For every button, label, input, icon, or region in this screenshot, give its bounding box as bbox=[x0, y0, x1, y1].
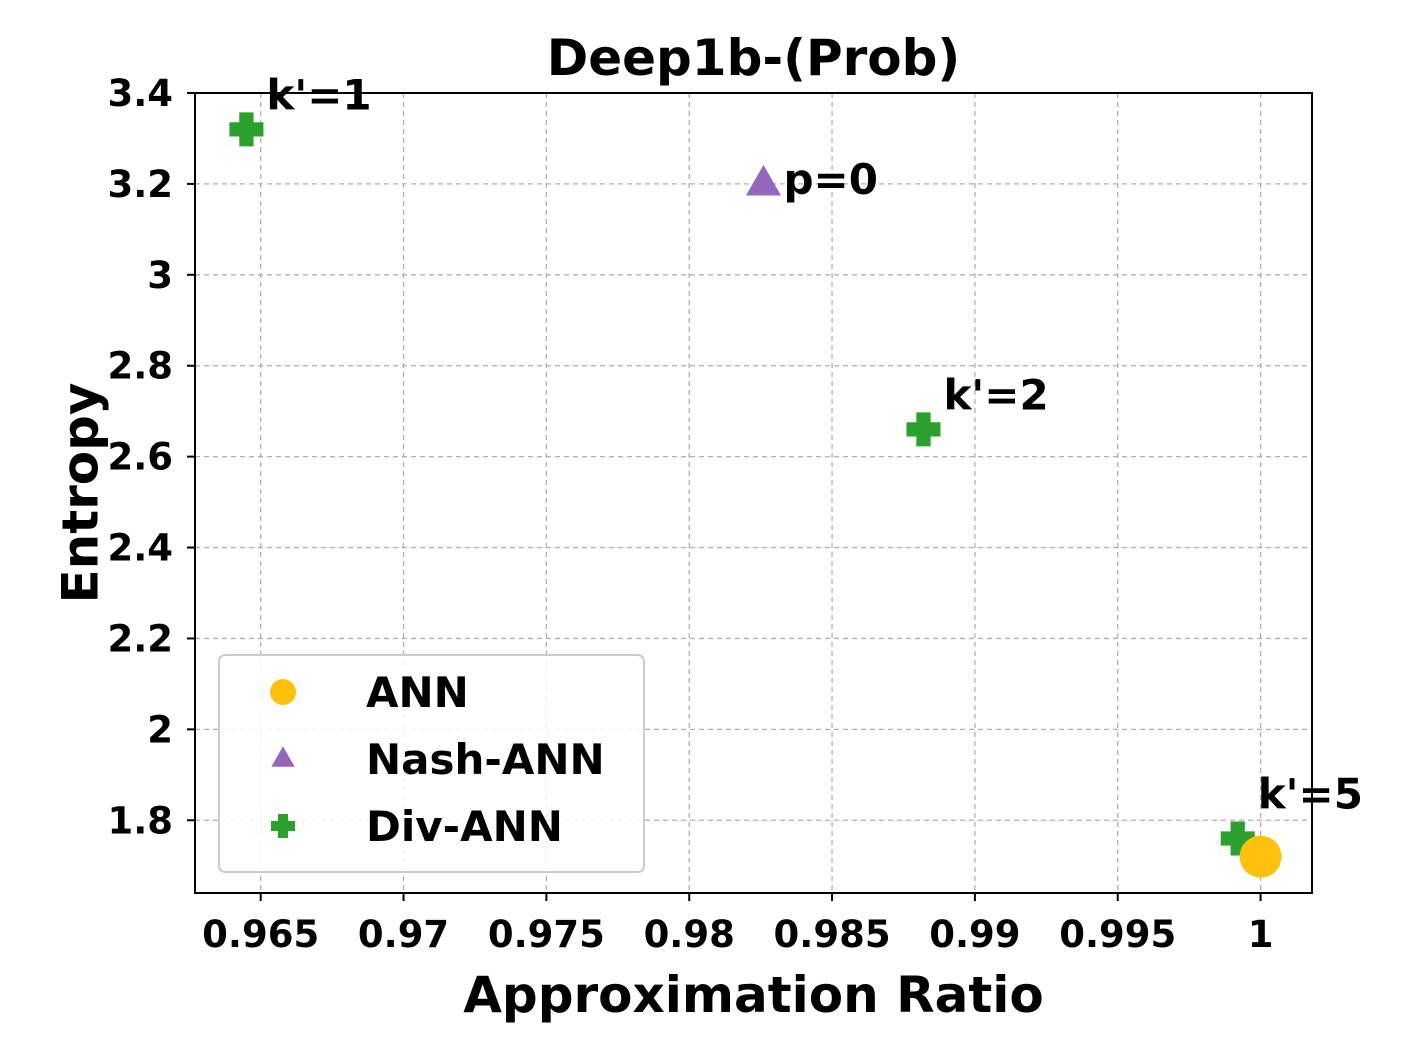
plot-frame bbox=[194, 92, 1313, 894]
y-tick-label: 2.6 bbox=[107, 436, 173, 479]
legend-box bbox=[218, 654, 645, 873]
legend-label-nash-ann: Nash-ANN bbox=[366, 735, 605, 784]
x-tick-label: 0.97 bbox=[358, 913, 449, 956]
y-tick-label: 3 bbox=[147, 254, 173, 297]
x-tick-label: 0.975 bbox=[488, 913, 605, 956]
y-tick-label: 2.4 bbox=[107, 527, 173, 570]
nash-ann-point bbox=[745, 164, 782, 196]
y-tick-label: 3.2 bbox=[107, 163, 173, 206]
annotations: k'=1 k'=2 k'=5 p=0 bbox=[266, 70, 1363, 818]
legend-marker-div-ann bbox=[271, 814, 295, 838]
y-tick-label: 2.8 bbox=[107, 345, 173, 388]
y-tick-label: 2.2 bbox=[107, 617, 173, 660]
div-ann-point bbox=[906, 412, 941, 447]
chart-title: Deep1b-(Prob) bbox=[547, 29, 961, 87]
point-annotation: k'=5 bbox=[1258, 769, 1363, 818]
point-annotation: p=0 bbox=[783, 155, 877, 204]
y-tick-label: 1.8 bbox=[107, 799, 173, 842]
point-annotation: k'=2 bbox=[943, 370, 1048, 419]
point-annotation: k'=1 bbox=[266, 70, 371, 119]
ann-point bbox=[1239, 835, 1282, 878]
x-axis-label: Approximation Ratio bbox=[463, 966, 1044, 1024]
data-marks bbox=[229, 112, 1282, 878]
x-tick-label: 0.995 bbox=[1059, 913, 1176, 956]
x-tick-label: 0.99 bbox=[929, 913, 1020, 956]
legend-marker-nash-ann bbox=[271, 746, 295, 767]
axis-ticks: 0.965 0.97 0.975 0.98 0.985 0.99 0.995 1 1.8 2 2.2… bbox=[107, 72, 1273, 956]
legend-label-div-ann: Div-ANN bbox=[366, 802, 563, 851]
x-tick-label: 0.985 bbox=[774, 913, 891, 956]
x-tick-label: 0.965 bbox=[202, 913, 319, 956]
legend-label-ann: ANN bbox=[366, 668, 469, 717]
div-ann-point bbox=[1220, 821, 1255, 856]
y-axis-label: Entropy bbox=[52, 382, 110, 603]
y-tick-label: 3.4 bbox=[107, 72, 173, 115]
y-tick-label: 2 bbox=[147, 708, 173, 751]
x-tick-label: 0.98 bbox=[644, 913, 735, 956]
legend: ANN Nash-ANN Div-ANN bbox=[218, 654, 645, 873]
x-tick-label: 1 bbox=[1248, 913, 1274, 956]
div-ann-point bbox=[229, 112, 264, 147]
legend-marker-ann bbox=[270, 679, 296, 705]
